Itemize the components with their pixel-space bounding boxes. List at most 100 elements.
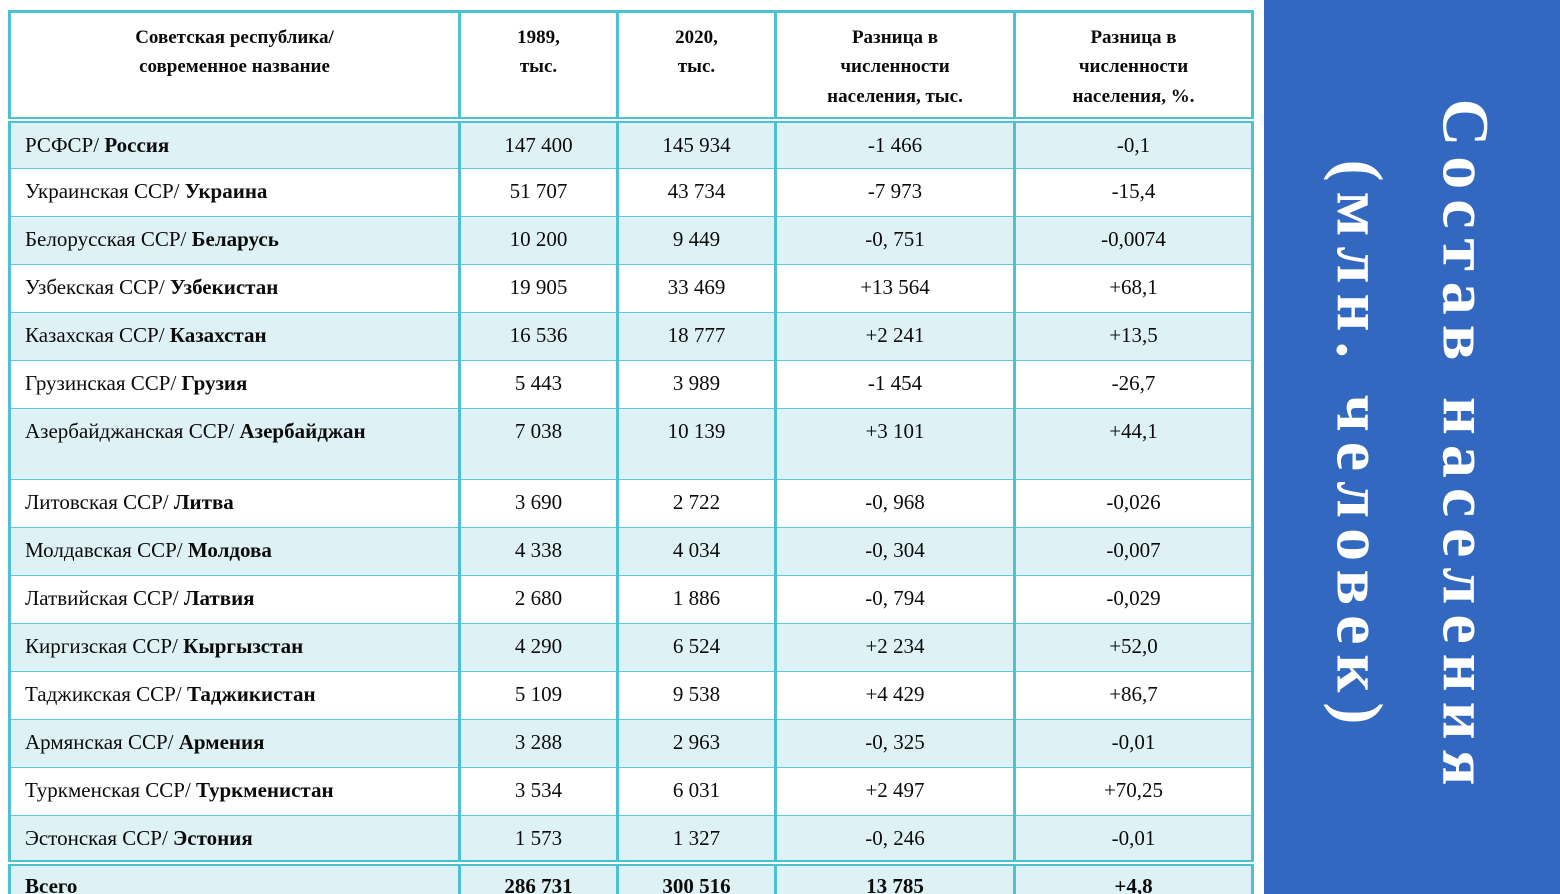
diff-percent-cell: +13,5 [1013,311,1254,361]
total-label: Всего [8,860,461,894]
republic-name-cell: Армянская ССР/ Армения [8,718,461,768]
republic-name-cell: Латвийская ССР/ Латвия [8,574,461,624]
population-2020-cell: 18 777 [616,311,777,361]
population-2020-cell: 6 524 [616,622,777,672]
table-row: Белорусская ССР/ Беларусь 10 200 9 449 -… [8,215,1254,265]
population-1989-cell: 51 707 [458,167,619,217]
republic-name-cell: Молдавская ССР/ Молдова [8,526,461,576]
population-2020-cell: 2 963 [616,718,777,768]
table-row: РСФСР/ Россия 147 400 145 934 -1 466 -0,… [8,119,1254,169]
diff-percent-cell: -0,0074 [1013,215,1254,265]
table-row: Казахская ССР/ Казахстан 16 536 18 777 +… [8,311,1254,361]
table-row: Армянская ССР/ Армения 3 288 2 963 -0, 3… [8,718,1254,768]
diff-thousands-cell: -0, 304 [774,526,1016,576]
diff-percent-cell: +68,1 [1013,263,1254,313]
diff-percent-cell: -0,1 [1013,119,1254,169]
total-2020: 300 516 [616,860,777,894]
table-row: Таджикская ССР/ Таджикистан 5 109 9 538 … [8,670,1254,720]
diff-percent-cell: +70,25 [1013,766,1254,816]
population-1989-cell: 19 905 [458,263,619,313]
population-1989-cell: 7 038 [458,407,619,480]
table-footer: Всего 286 731 300 516 13 785 +4,8 [8,860,1254,894]
republic-soviet-name: Узбекская ССР/ [25,274,170,299]
population-1989-cell: 10 200 [458,215,619,265]
diff-thousands-cell: +13 564 [774,263,1016,313]
diff-thousands-cell: -0, 751 [774,215,1016,265]
col-header-diff-thousands: Разница в численности населения, тыс. [774,11,1016,124]
population-1989-cell: 147 400 [458,119,619,169]
diff-percent-cell: -26,7 [1013,359,1254,409]
republic-name-cell: Украинская ССР/ Украина [8,167,461,217]
republic-name-cell: РСФСР/ Россия [8,119,461,169]
republic-modern-name: Латвия [183,585,255,610]
republic-modern-name: Туркменистан [196,777,334,802]
republic-name-cell: Белорусская ССР/ Беларусь [8,215,461,265]
republic-name-cell: Литовская ССР/ Литва [8,478,461,528]
table-row: Молдавская ССР/ Молдова 4 338 4 034 -0, … [8,526,1254,576]
republic-modern-name: Россия [104,133,170,158]
diff-thousands-cell: +3 101 [774,407,1016,480]
republic-modern-name: Азербайджан [239,418,366,443]
republic-modern-name: Молдова [187,537,272,562]
population-1989-cell: 16 536 [458,311,619,361]
population-2020-cell: 9 449 [616,215,777,265]
population-2020-cell: 2 722 [616,478,777,528]
population-1989-cell: 1 573 [458,814,619,864]
republic-soviet-name: Киргизская ССР/ [25,633,184,658]
republic-soviet-name: Белорусская ССР/ [25,226,192,251]
population-1989-cell: 5 443 [458,359,619,409]
republic-name-cell: Казахская ССР/ Казахстан [8,311,461,361]
population-1989-cell: 3 288 [458,718,619,768]
header-row: Советская республика/ современное назван… [8,11,1254,124]
republic-name-cell: Узбекская ССР/ Узбекистан [8,263,461,313]
republic-modern-name: Литва [173,489,234,514]
republic-name-cell: Туркменская ССР/ Туркменистан [8,766,461,816]
republic-modern-name: Кыргызстан [183,633,304,658]
table-row: Грузинская ССР/ Грузия 5 443 3 989 -1 45… [8,359,1254,409]
republic-modern-name: Украина [184,178,268,203]
table-row: Украинская ССР/ Украина 51 707 43 734 -7… [8,167,1254,217]
republic-soviet-name: Туркменская ССР/ [25,777,197,802]
total-1989: 286 731 [458,860,619,894]
population-2020-cell: 43 734 [616,167,777,217]
diff-thousands-cell: +2 241 [774,311,1016,361]
republic-name-cell: Киргизская ССР/ Кыргызстан [8,622,461,672]
population-2020-cell: 1 327 [616,814,777,864]
population-1989-cell: 4 338 [458,526,619,576]
table-row: Азербайджанская ССР/ Азербайджан 7 038 1… [8,407,1254,480]
population-1989-cell: 4 290 [458,622,619,672]
right-banner: Состав населения (млн. человек) [1264,0,1560,894]
republic-soviet-name: Таджикская ССР/ [25,681,187,706]
population-2020-cell: 4 034 [616,526,777,576]
table-row: Узбекская ССР/ Узбекистан 19 905 33 469 … [8,263,1254,313]
table-row: Литовская ССР/ Литва 3 690 2 722 -0, 968… [8,478,1254,528]
republic-soviet-name: Армянская ССР/ [25,729,179,754]
col-header-republic: Советская республика/ современное назван… [8,11,461,124]
diff-thousands-cell: -0, 794 [774,574,1016,624]
republic-soviet-name: Азербайджанская ССР/ [25,418,240,443]
col-header-2020: 2020, тыс. [616,11,777,124]
total-diff-thousands: 13 785 [774,860,1016,894]
banner-title-line1: Состав населения [1428,98,1502,796]
diff-percent-cell: +52,0 [1013,622,1254,672]
republic-name-cell: Эстонская ССР/ Эстония [8,814,461,864]
diff-thousands-cell: +2 234 [774,622,1016,672]
population-2020-cell: 33 469 [616,263,777,313]
population-2020-cell: 9 538 [616,670,777,720]
republic-soviet-name: Латвийская ССР/ [25,585,184,610]
diff-thousands-cell: +2 497 [774,766,1016,816]
diff-thousands-cell: -1 454 [774,359,1016,409]
republic-soviet-name: Молдавская ССР/ [25,537,188,562]
table-header: Советская республика/ современное назван… [8,11,1254,124]
diff-percent-cell: -0,029 [1013,574,1254,624]
diff-thousands-cell: +4 429 [774,670,1016,720]
total-row: Всего 286 731 300 516 13 785 +4,8 [8,860,1254,894]
republic-modern-name: Казахстан [169,322,267,347]
col-header-diff-percent: Разница в численности населения, %. [1013,11,1254,124]
republic-soviet-name: Литовская ССР/ [25,489,174,514]
republic-soviet-name: Грузинская ССР/ [25,370,182,395]
diff-thousands-cell: -0, 246 [774,814,1016,864]
banner-title-line2: (млн. человек) [1323,159,1396,735]
republic-soviet-name: Казахская ССР/ [25,322,170,347]
banner-title: Состав населения (млн. человек) [1306,99,1517,796]
